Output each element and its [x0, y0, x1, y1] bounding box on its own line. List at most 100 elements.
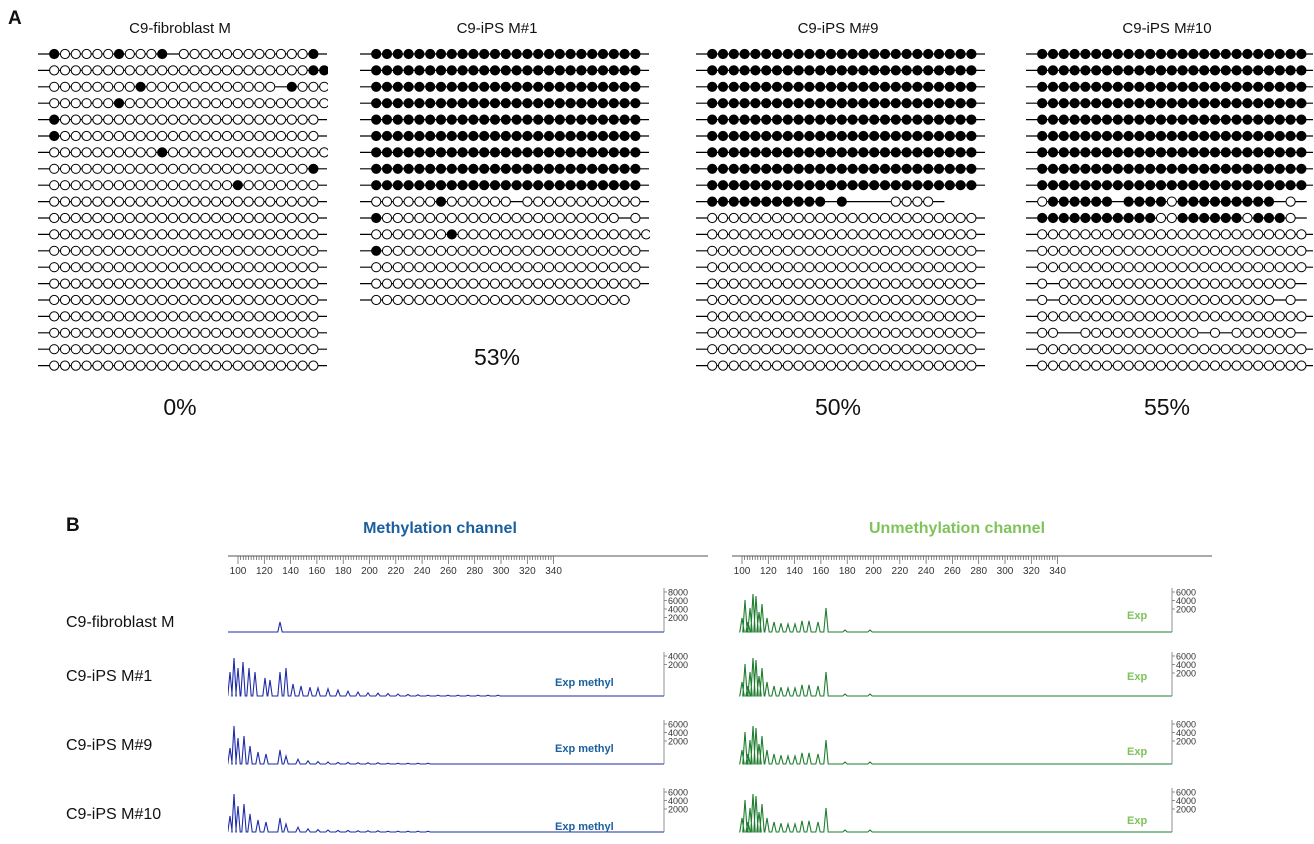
- unmethylated-cpg: [232, 48, 243, 60]
- unmethylated-cpg: [59, 81, 71, 92]
- unmethylated-cpg: [1285, 344, 1296, 355]
- unmethylated-cpg: [319, 147, 328, 158]
- methylated-cpg: [446, 229, 457, 240]
- unmethylated-cpg: [81, 294, 92, 306]
- unmethylated-cpg: [49, 245, 60, 256]
- unmethylated-cpg: [189, 327, 200, 338]
- unmethylated-cpg: [124, 360, 135, 371]
- unmethylated-cpg: [211, 245, 222, 256]
- methylated-cpg: [1253, 163, 1264, 174]
- methylated-cpg: [468, 48, 479, 60]
- methylated-cpg: [565, 48, 576, 60]
- methylated-cpg: [847, 130, 858, 142]
- unmethylated-cpg: [1123, 360, 1134, 371]
- unmethylated-cpg: [157, 278, 168, 289]
- unmethylated-cpg: [543, 278, 555, 289]
- unmethylated-cpg: [836, 327, 847, 338]
- methylated-cpg: [371, 98, 382, 109]
- unmethylated-cpg: [933, 311, 945, 322]
- grid-row: [1026, 212, 1307, 224]
- methylated-cpg: [425, 114, 436, 125]
- unmethylated-cpg: [92, 294, 103, 306]
- methylated-cpg: [858, 130, 869, 142]
- unmethylated-cpg: [1112, 229, 1123, 240]
- methylated-cpg: [392, 48, 403, 60]
- methylated-cpg: [286, 81, 297, 92]
- unmethylated-cpg: [1058, 278, 1069, 289]
- unmethylated-cpg: [308, 81, 319, 92]
- unmethylated-cpg: [1166, 278, 1177, 289]
- unmethylated-cpg: [92, 98, 103, 109]
- unmethylated-cpg: [113, 212, 125, 224]
- unmethylated-cpg: [793, 294, 804, 306]
- unmethylated-cpg: [522, 278, 533, 289]
- methylated-cpg: [533, 81, 544, 92]
- unmethylated-cpg: [157, 262, 168, 273]
- unmethylated-cpg: [619, 278, 630, 289]
- methylated-cpg: [1123, 65, 1134, 76]
- percent-0: 0%: [163, 394, 197, 420]
- unmethylated-cpg: [576, 245, 587, 256]
- methylated-cpg: [761, 114, 772, 125]
- unmethylated-cpg: [167, 229, 179, 240]
- unmethylated-cpg: [750, 360, 761, 371]
- unmethylated-cpg: [297, 245, 308, 256]
- methylated-cpg: [1188, 48, 1199, 60]
- unmethylated-cpg: [103, 229, 114, 240]
- methylated-cpg: [565, 98, 576, 109]
- methylated-cpg: [1069, 81, 1080, 92]
- unmethylated-cpg: [103, 262, 114, 273]
- unmethylated-cpg: [1080, 360, 1091, 371]
- unmethylated-cpg: [113, 130, 125, 142]
- ruler-tick-label: 220: [387, 566, 404, 577]
- unmethylated-cpg: [157, 130, 168, 142]
- unmethylated-cpg: [717, 229, 729, 240]
- methylated-cpg: [403, 81, 414, 92]
- methylated-cpg: [457, 81, 468, 92]
- unmethylated-cpg: [414, 245, 425, 256]
- unmethylated-cpg: [103, 327, 114, 338]
- unmethylated-cpg: [200, 65, 211, 76]
- unmethylated-cpg: [1242, 294, 1253, 306]
- unmethylated-cpg: [178, 48, 189, 60]
- unmethylated-cpg: [879, 344, 891, 355]
- methylated-cpg: [707, 180, 718, 191]
- unmethylated-cpg: [782, 245, 793, 256]
- methylated-cpg: [955, 163, 966, 174]
- unmethylated-cpg: [457, 212, 468, 224]
- unmethylated-cpg: [728, 360, 739, 371]
- scale-label: 4000: [668, 605, 688, 615]
- unmethylated-cpg: [1155, 327, 1167, 338]
- scale-label: 4000: [1176, 596, 1196, 606]
- methylated-cpg: [543, 81, 555, 92]
- methylated-cpg: [1091, 147, 1102, 158]
- methylated-cpg: [966, 81, 977, 92]
- unmethylated-cpg: [630, 245, 641, 256]
- methylated-cpg: [1058, 212, 1069, 224]
- unmethylated-cpg: [70, 212, 81, 224]
- unmethylated-cpg: [1242, 245, 1253, 256]
- unmethylated-cpg: [232, 212, 243, 224]
- unmethylated-cpg: [403, 294, 414, 306]
- unmethylated-cpg: [243, 327, 254, 338]
- methylated-cpg: [1220, 114, 1231, 125]
- methylated-cpg: [1069, 212, 1080, 224]
- unmethylated-cpg: [587, 294, 598, 306]
- unmethylated-cpg: [254, 344, 265, 355]
- unmethylated-cpg: [1112, 262, 1123, 273]
- methylated-cpg: [371, 48, 382, 60]
- trace-path: [228, 621, 664, 633]
- unmethylated-cpg: [500, 212, 511, 224]
- unmethylated-cpg: [717, 262, 729, 273]
- methylated-cpg: [479, 180, 490, 191]
- unmethylated-cpg: [200, 212, 211, 224]
- unmethylated-cpg: [146, 327, 157, 338]
- methylated-cpg: [707, 196, 718, 207]
- grid-row: [360, 163, 649, 174]
- unmethylated-cpg: [221, 130, 233, 142]
- unmethylated-cpg: [221, 245, 233, 256]
- methylated-cpg: [1101, 114, 1113, 125]
- unmethylated-cpg: [825, 294, 837, 306]
- unmethylated-cpg: [392, 278, 403, 289]
- methylated-cpg: [1285, 130, 1296, 142]
